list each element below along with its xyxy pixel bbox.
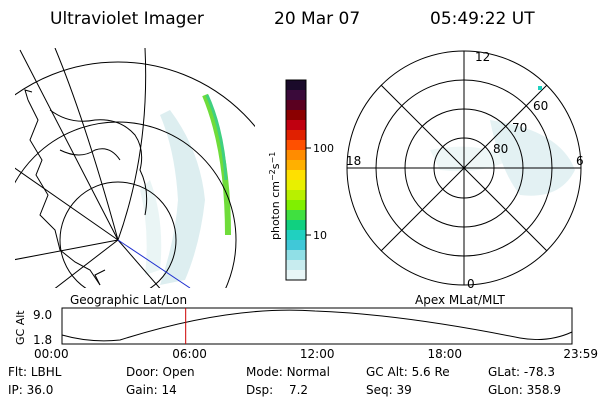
lat-label-80: 80 bbox=[493, 142, 508, 156]
timeline-xtick-label: 06:00 bbox=[172, 347, 207, 361]
colorbar-unit-label: photon cm−2s−1 bbox=[268, 152, 282, 240]
footer-ip: IP: 36.0 bbox=[8, 383, 53, 397]
aurora-oval-band bbox=[202, 93, 231, 236]
polar-emission bbox=[430, 120, 575, 196]
colorbar-swatch bbox=[286, 140, 306, 151]
colorbar-swatch bbox=[286, 230, 306, 241]
header-date: 20 Mar 07 bbox=[274, 9, 360, 29]
footer-seq: Seq: 39 bbox=[366, 383, 412, 397]
mlt-label-12: 12 bbox=[475, 50, 490, 64]
colorbar-swatch bbox=[286, 150, 306, 161]
colorbar-swatch bbox=[286, 210, 306, 221]
colorbar-swatch bbox=[286, 270, 306, 281]
polar-grid bbox=[346, 50, 582, 286]
spacecraft-track-line bbox=[117, 239, 191, 288]
lat-label-70: 70 bbox=[512, 121, 527, 135]
colorbar-tick-10: 10 bbox=[313, 229, 327, 242]
timeline-ytick-max: 9.0 bbox=[33, 308, 52, 322]
app-title: Ultraviolet Imager bbox=[50, 9, 204, 29]
colorbar-swatch bbox=[286, 240, 306, 251]
colorbar-tick-100: 100 bbox=[313, 142, 334, 155]
colorbar: 100 10 photon cm−2s−1 bbox=[268, 79, 334, 281]
footer-glon: GLon: 358.9 bbox=[488, 383, 561, 397]
colorbar-swatch bbox=[286, 200, 306, 211]
timeline-ytick-min: 1.8 bbox=[33, 333, 52, 347]
colorbar-swatch bbox=[286, 160, 306, 171]
colorbar-swatch bbox=[286, 190, 306, 201]
timeline-xtick-label: 23:59 bbox=[563, 347, 598, 361]
colorbar-swatch bbox=[286, 120, 306, 131]
timeline-xtick-label: 18:00 bbox=[427, 347, 462, 361]
colorbar-swatch bbox=[286, 130, 306, 141]
polar-bright-spot bbox=[538, 86, 542, 90]
apex-polar-plot: 12 18 6 0 60 70 80 bbox=[346, 50, 584, 291]
colorbar-frame bbox=[285, 79, 307, 281]
antarctica-coastline bbox=[24, 89, 148, 286]
footer-gc-alt: GC Alt: 5.6 Re bbox=[366, 365, 450, 379]
header-time: 05:49:22 UT bbox=[430, 9, 535, 29]
mlt-label-0: 0 bbox=[467, 277, 475, 291]
colorbar-swatch bbox=[286, 90, 306, 101]
colorbar-swatch bbox=[286, 80, 306, 91]
geographic-map-frame bbox=[15, 48, 255, 288]
colorbar-swatch bbox=[286, 220, 306, 231]
lat-label-60: 60 bbox=[533, 99, 548, 113]
footer-gain: Gain: 14 bbox=[126, 383, 177, 397]
timeline-frame bbox=[61, 307, 573, 345]
apex-panel-label: Apex MLat/MLT bbox=[415, 293, 505, 307]
latitude-circles bbox=[15, 61, 255, 288]
status-footer: Flt: LBHL Door: Open Mode: Normal GC Alt… bbox=[8, 365, 561, 397]
timeline-ylabel: GC Alt bbox=[14, 310, 27, 345]
footer-door: Door: Open bbox=[126, 365, 195, 379]
footer-dsp: Dsp: 7.2 bbox=[246, 383, 308, 397]
mlt-label-18: 18 bbox=[346, 154, 361, 168]
timeline-xtick-label: 12:00 bbox=[300, 347, 335, 361]
longitude-lines bbox=[15, 48, 161, 288]
altitude-timeline: GC Alt 9.0 1.8 00:00 06:00 12:00 18:00 23:59 bbox=[14, 307, 598, 361]
colorbar-swatch bbox=[286, 110, 306, 121]
altitude-curve bbox=[61, 309, 573, 342]
colorbar-swatch bbox=[286, 250, 306, 261]
colorbar-swatch bbox=[286, 100, 306, 111]
footer-flt: Flt: LBHL bbox=[8, 365, 62, 379]
timeline-xticks: 00:00 06:00 12:00 18:00 23:59 bbox=[34, 347, 598, 361]
colorbar-swatch bbox=[286, 180, 306, 191]
colorbar-swatch bbox=[286, 260, 306, 271]
colorbar-gradient bbox=[286, 80, 306, 281]
mlt-label-6: 6 bbox=[576, 154, 584, 168]
geographic-map-panel bbox=[15, 48, 255, 288]
timeline-xtick-label: 00:00 bbox=[34, 347, 69, 361]
uv-background-emission bbox=[140, 110, 205, 285]
colorbar-swatch bbox=[286, 170, 306, 181]
geographic-panel-label: Geographic Lat/Lon bbox=[70, 293, 187, 307]
footer-mode: Mode: Normal bbox=[246, 365, 330, 379]
footer-glat: GLat: -78.3 bbox=[488, 365, 555, 379]
